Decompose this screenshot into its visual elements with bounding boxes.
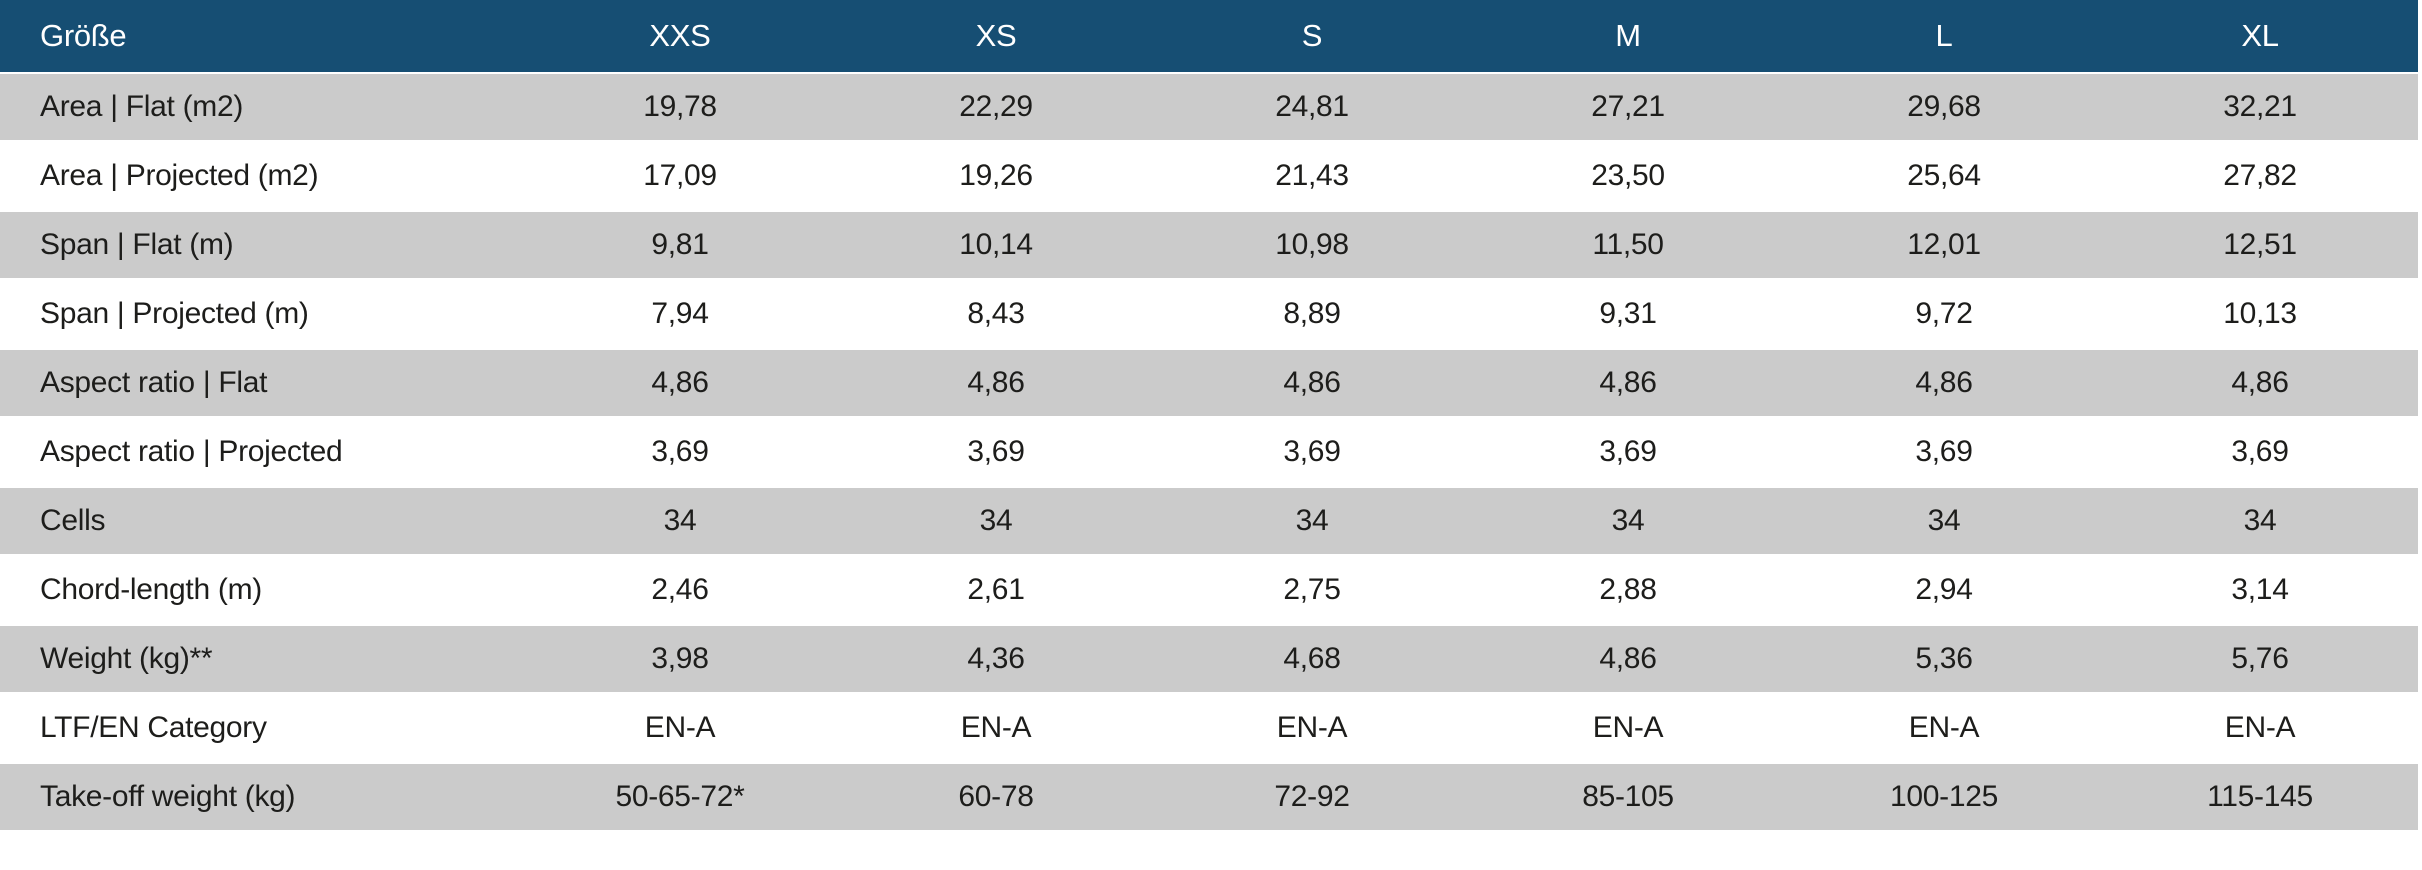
table-cell: 3,69 xyxy=(1154,419,1470,488)
table-cell: 5,36 xyxy=(1786,626,2102,695)
table-cell: 29,68 xyxy=(1786,74,2102,143)
table-cell: 8,89 xyxy=(1154,281,1470,350)
table-cell: 27,21 xyxy=(1470,74,1786,143)
table-cell: 2,75 xyxy=(1154,557,1470,626)
table-cell: 34 xyxy=(522,488,838,557)
table-cell: 12,01 xyxy=(1786,212,2102,281)
table-cell: 19,78 xyxy=(522,74,838,143)
row-label: Area | Projected (m2) xyxy=(0,143,522,212)
table-cell: 4,36 xyxy=(838,626,1154,695)
table-cell: 8,43 xyxy=(838,281,1154,350)
table-cell: 2,46 xyxy=(522,557,838,626)
table-row: Aspect ratio | Flat 4,86 4,86 4,86 4,86 4,86 4… xyxy=(0,350,2418,419)
table-cell: 60-78 xyxy=(838,764,1154,833)
column-header-m: M xyxy=(1470,0,1786,74)
table-row: Take-off weight (kg) 50-65-72* 60-78 72-92 8… xyxy=(0,764,2418,833)
table-cell: 2,61 xyxy=(838,557,1154,626)
table-cell: 4,86 xyxy=(2102,350,2418,419)
table-cell: 4,86 xyxy=(838,350,1154,419)
table-cell: 22,29 xyxy=(838,74,1154,143)
table-cell: 32,21 xyxy=(2102,74,2418,143)
column-header-xs: XS xyxy=(838,0,1154,74)
table-row: Area | Projected (m2) 17,09 19,26 21,43 23,5… xyxy=(0,143,2418,212)
table-cell: 115-145 xyxy=(2102,764,2418,833)
table-cell: 3,69 xyxy=(1470,419,1786,488)
table-cell: 85-105 xyxy=(1470,764,1786,833)
row-label: Weight (kg)** xyxy=(0,626,522,695)
row-label: Span | Flat (m) xyxy=(0,212,522,281)
column-header-xxs: XXS xyxy=(522,0,838,74)
table-row: Weight (kg)** 3,98 4,36 4,68 4,86 5,36 5,76 xyxy=(0,626,2418,695)
table-cell: 9,81 xyxy=(522,212,838,281)
table-cell: 50-65-72* xyxy=(522,764,838,833)
table-cell: EN-A xyxy=(522,695,838,764)
table-cell: 10,14 xyxy=(838,212,1154,281)
table-cell: 72-92 xyxy=(1154,764,1470,833)
table-row: Span | Flat (m) 9,81 10,14 10,98 11,50 12,01 1… xyxy=(0,212,2418,281)
column-header-xl: XL xyxy=(2102,0,2418,74)
column-header-s: S xyxy=(1154,0,1470,74)
table-cell: 9,31 xyxy=(1470,281,1786,350)
table-cell: 27,82 xyxy=(2102,143,2418,212)
table-row: Aspect ratio | Projected 3,69 3,69 3,69 3,69… xyxy=(0,419,2418,488)
table-cell: 12,51 xyxy=(2102,212,2418,281)
table-cell: 23,50 xyxy=(1470,143,1786,212)
size-column-header: Größe xyxy=(0,0,522,74)
table-cell: 34 xyxy=(2102,488,2418,557)
table-header: Größe XXS XS S M L XL xyxy=(0,0,2418,74)
row-label: Cells xyxy=(0,488,522,557)
table-cell: 2,88 xyxy=(1470,557,1786,626)
table-cell: 3,69 xyxy=(838,419,1154,488)
table-cell: EN-A xyxy=(1786,695,2102,764)
row-label: LTF/EN Category xyxy=(0,695,522,764)
table-cell: 17,09 xyxy=(522,143,838,212)
table-cell: 3,69 xyxy=(522,419,838,488)
table-cell: 4,86 xyxy=(522,350,838,419)
table-cell: 34 xyxy=(1154,488,1470,557)
table-cell: 21,43 xyxy=(1154,143,1470,212)
table-cell: 11,50 xyxy=(1470,212,1786,281)
table-cell: EN-A xyxy=(1470,695,1786,764)
table-cell: 5,76 xyxy=(2102,626,2418,695)
table-cell: 25,64 xyxy=(1786,143,2102,212)
table-row: Cells 34 34 34 34 34 34 xyxy=(0,488,2418,557)
table-cell: 9,72 xyxy=(1786,281,2102,350)
table-cell: 4,86 xyxy=(1470,350,1786,419)
table-cell: EN-A xyxy=(838,695,1154,764)
table-cell: EN-A xyxy=(2102,695,2418,764)
table-cell: 19,26 xyxy=(838,143,1154,212)
table-cell: 7,94 xyxy=(522,281,838,350)
table-row: Area | Flat (m2) 19,78 22,29 24,81 27,21 29,6… xyxy=(0,74,2418,143)
table-cell: 3,69 xyxy=(1786,419,2102,488)
glider-spec-table: Größe XXS XS S M L XL Area | Flat (m2) 19,78 22,… xyxy=(0,0,2418,833)
table-cell: 4,86 xyxy=(1470,626,1786,695)
table-cell: 24,81 xyxy=(1154,74,1470,143)
table-cell: 10,13 xyxy=(2102,281,2418,350)
table-cell: 4,86 xyxy=(1154,350,1470,419)
table-body: Area | Flat (m2) 19,78 22,29 24,81 27,21 29,6… xyxy=(0,74,2418,833)
table-cell: 100-125 xyxy=(1786,764,2102,833)
table-cell: 4,68 xyxy=(1154,626,1470,695)
column-header-l: L xyxy=(1786,0,2102,74)
table-cell: 3,98 xyxy=(522,626,838,695)
row-label: Chord-length (m) xyxy=(0,557,522,626)
table-cell: 3,69 xyxy=(2102,419,2418,488)
header-row: Größe XXS XS S M L XL xyxy=(0,0,2418,74)
table-cell: 34 xyxy=(1786,488,2102,557)
table-cell: EN-A xyxy=(1154,695,1470,764)
row-label: Aspect ratio | Flat xyxy=(0,350,522,419)
row-label: Span | Projected (m) xyxy=(0,281,522,350)
table-cell: 34 xyxy=(1470,488,1786,557)
row-label: Take-off weight (kg) xyxy=(0,764,522,833)
row-label: Aspect ratio | Projected xyxy=(0,419,522,488)
table-row: Span | Projected (m) 7,94 8,43 8,89 9,31 9,72… xyxy=(0,281,2418,350)
table-cell: 4,86 xyxy=(1786,350,2102,419)
table-row: Chord-length (m) 2,46 2,61 2,75 2,88 2,94 3,14 xyxy=(0,557,2418,626)
table-row: LTF/EN Category EN-A EN-A EN-A EN-A EN-A EN-A xyxy=(0,695,2418,764)
table-cell: 3,14 xyxy=(2102,557,2418,626)
table-cell: 2,94 xyxy=(1786,557,2102,626)
row-label: Area | Flat (m2) xyxy=(0,74,522,143)
table-cell: 10,98 xyxy=(1154,212,1470,281)
table-cell: 34 xyxy=(838,488,1154,557)
